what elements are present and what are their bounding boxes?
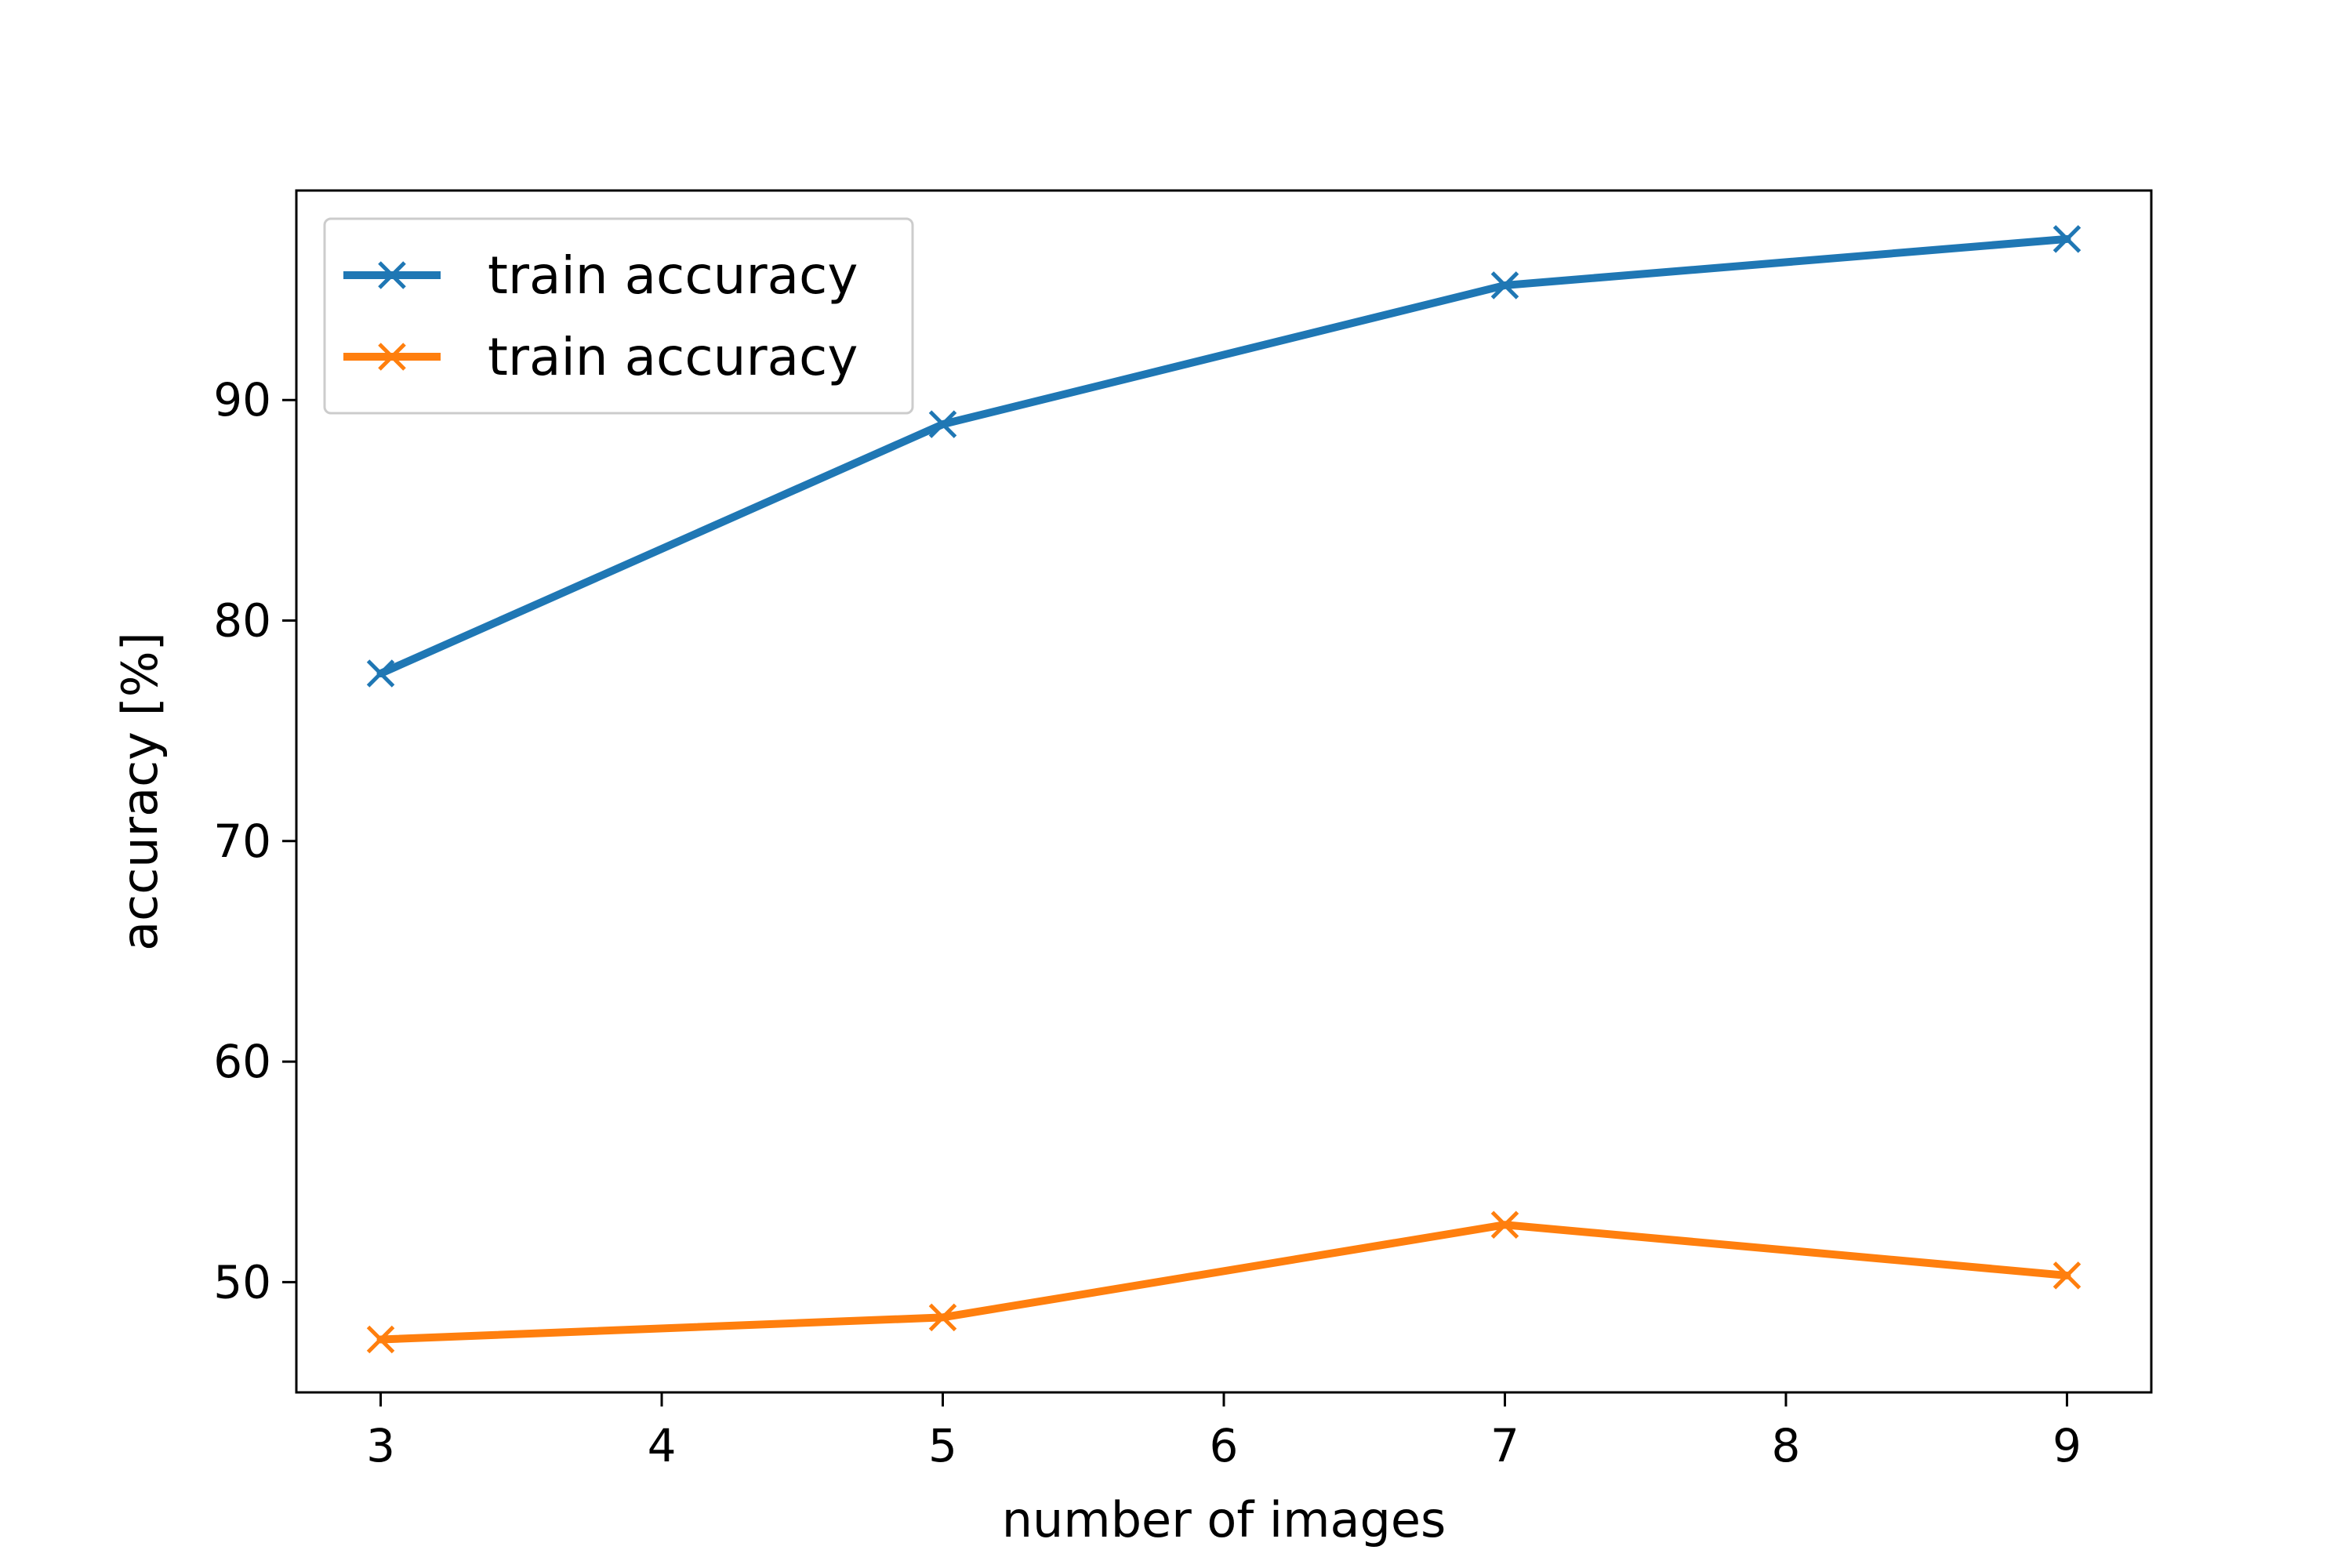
data-point-marker	[366, 1325, 395, 1354]
legend-label: train accuracy	[488, 245, 858, 306]
legend-box	[323, 217, 914, 415]
series-1	[366, 225, 2082, 688]
data-point-marker	[928, 410, 957, 438]
legend-entry: train accuracy	[343, 245, 858, 306]
x-tick-label: 4	[648, 1419, 677, 1472]
data-point-marker	[2053, 1261, 2082, 1290]
legend-entry: train accuracy	[343, 327, 858, 387]
x-axis-ticks: 3 4 5 6 7 8 9	[366, 1392, 2082, 1472]
data-point-marker	[928, 1303, 957, 1332]
legend-marker	[378, 261, 406, 289]
legend-label: train accuracy	[488, 327, 858, 387]
legend: train accuracy train accuracy	[323, 217, 914, 415]
series-2	[366, 1210, 2082, 1354]
x-tick-label: 8	[1772, 1419, 1801, 1472]
y-tick-label: 80	[213, 594, 271, 648]
x-tick-label: 5	[928, 1419, 957, 1472]
axes-frame	[295, 189, 2153, 1394]
y-tick-label: 70	[213, 815, 271, 868]
y-tick-label: 60	[213, 1035, 271, 1088]
y-axis-ticks: 50 60 70 80 90	[213, 373, 296, 1308]
y-axis-label: accuracy [%]	[111, 632, 169, 951]
legend-marker	[378, 343, 406, 371]
series-layer	[366, 225, 2082, 1354]
legend-entries: train accuracy train accuracy	[343, 245, 858, 387]
x-tick-label: 7	[1490, 1419, 1519, 1472]
data-point-marker	[2053, 225, 2082, 253]
data-point-marker	[366, 659, 395, 688]
x-tick-label: 9	[2053, 1419, 2082, 1472]
x-tick-label: 3	[366, 1419, 395, 1472]
x-axis-label: number of images	[1002, 1491, 1446, 1548]
data-point-marker	[1490, 271, 1519, 299]
series-line	[376, 1221, 2071, 1344]
y-tick-label: 90	[213, 373, 271, 426]
y-tick-label: 50	[213, 1255, 271, 1308]
data-point-marker	[1490, 1210, 1519, 1239]
x-tick-label: 6	[1210, 1419, 1239, 1472]
series-line	[376, 234, 2071, 678]
